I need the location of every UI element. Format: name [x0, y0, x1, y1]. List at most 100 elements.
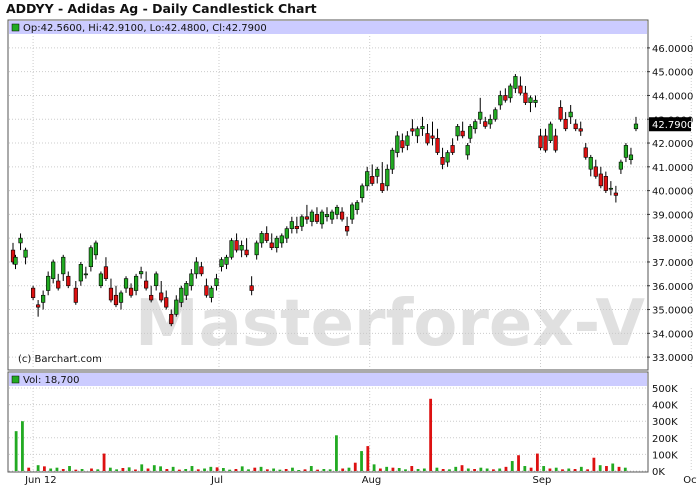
candle-body — [339, 211, 345, 220]
candle-body — [214, 278, 219, 287]
candle-body — [159, 292, 164, 301]
candle-body — [355, 202, 360, 210]
volume-bar — [49, 468, 53, 471]
volume-bar — [517, 455, 520, 471]
candle-body — [623, 145, 629, 158]
candle-body — [460, 130, 465, 137]
vol-legend-icon — [11, 375, 20, 384]
volume-bar — [309, 466, 313, 471]
candle-body — [46, 275, 51, 291]
candle-body — [430, 135, 435, 139]
volume-bar — [184, 469, 188, 471]
candle-body — [488, 118, 493, 125]
candle-body — [523, 92, 528, 103]
volume-bar — [454, 466, 458, 471]
candle-body — [18, 237, 23, 244]
candle-body — [229, 240, 234, 258]
volume-bar — [353, 462, 357, 471]
volume-bar — [448, 469, 451, 471]
candle-body — [329, 211, 335, 220]
volume-bar — [259, 466, 263, 471]
volume-bar — [115, 469, 119, 471]
candle-body — [543, 135, 548, 151]
chart-title: ADDYY - Adidas Ag - Daily Candlestick Ch… — [6, 1, 317, 16]
candle-body — [568, 111, 573, 118]
candle-body — [204, 285, 209, 296]
candle-body — [274, 237, 279, 248]
candle-body — [410, 128, 415, 132]
candle-body — [528, 97, 533, 103]
candle-body — [61, 256, 66, 275]
volume-bar — [121, 468, 125, 471]
candle-body — [583, 147, 588, 158]
candle-body — [234, 240, 239, 251]
candle-body — [603, 176, 608, 191]
candle-body — [400, 140, 405, 149]
volume-bar — [55, 467, 59, 471]
candle-body — [123, 278, 129, 289]
volume-bar — [253, 467, 257, 471]
price-tick-label: 44.0000 — [652, 91, 693, 102]
ohlc-band — [9, 21, 647, 34]
volume-bar — [291, 467, 294, 471]
volume-bar — [203, 468, 206, 471]
volume-bar — [510, 461, 514, 471]
candle-body — [164, 297, 169, 308]
volume-bar — [74, 469, 78, 471]
volume-bar — [410, 466, 414, 471]
volume-bar — [466, 468, 470, 471]
volume-bar — [90, 468, 93, 471]
candle-body — [633, 123, 639, 130]
volume-bar — [492, 469, 495, 471]
volume-bar — [316, 469, 319, 471]
volume-bars-group — [14, 398, 627, 471]
candle-body — [23, 249, 28, 258]
volume-bar — [397, 468, 401, 471]
volume-bar — [341, 468, 345, 471]
volume-bar — [542, 466, 546, 471]
volume-bar — [68, 466, 71, 471]
volume-bar — [265, 469, 269, 471]
candle-body — [425, 133, 430, 144]
candle-body — [259, 233, 264, 244]
ohlc-label: Op:42.5600, Hi:42.9100, Lo:42.4800, Cl:4… — [23, 23, 267, 34]
volume-bar — [429, 398, 433, 471]
price-tick-label: 33.0000 — [652, 353, 693, 364]
volume-bar — [592, 457, 596, 471]
volume-bar — [529, 467, 533, 471]
candle-body — [154, 273, 159, 287]
volume-bar — [196, 469, 200, 471]
candle-body — [189, 273, 194, 287]
candle-body — [56, 280, 61, 289]
candle-body — [385, 168, 390, 187]
x-tick-label: Jun 12 — [24, 475, 57, 485]
volume-bar — [523, 466, 527, 471]
candle-body — [299, 216, 304, 227]
volume-bar — [366, 446, 370, 471]
candle-body — [548, 123, 553, 141]
candles-group — [10, 74, 639, 327]
candle-body — [66, 275, 71, 287]
volume-bar — [617, 466, 621, 471]
candle-body — [93, 242, 98, 256]
volume-bar — [159, 466, 162, 471]
volume-bar — [535, 453, 539, 471]
candle-body — [513, 76, 518, 89]
price-tick-label: 42.0000 — [652, 139, 693, 150]
candle-body — [598, 173, 603, 187]
volume-bar — [108, 467, 112, 471]
volume-bar — [240, 466, 244, 471]
candle-body — [41, 294, 46, 303]
candle-body — [279, 235, 284, 244]
x-tick-label: Oct — [683, 475, 697, 485]
volume-tick-label: 500K — [652, 384, 678, 395]
volume-bar — [611, 463, 615, 471]
candle-body — [88, 247, 93, 268]
volume-bar — [441, 469, 445, 471]
ohlc-legend-icon — [11, 23, 20, 32]
candle-body — [360, 185, 365, 199]
candle-body — [405, 135, 410, 146]
candle-body — [10, 249, 16, 263]
volume-bar — [134, 469, 137, 471]
